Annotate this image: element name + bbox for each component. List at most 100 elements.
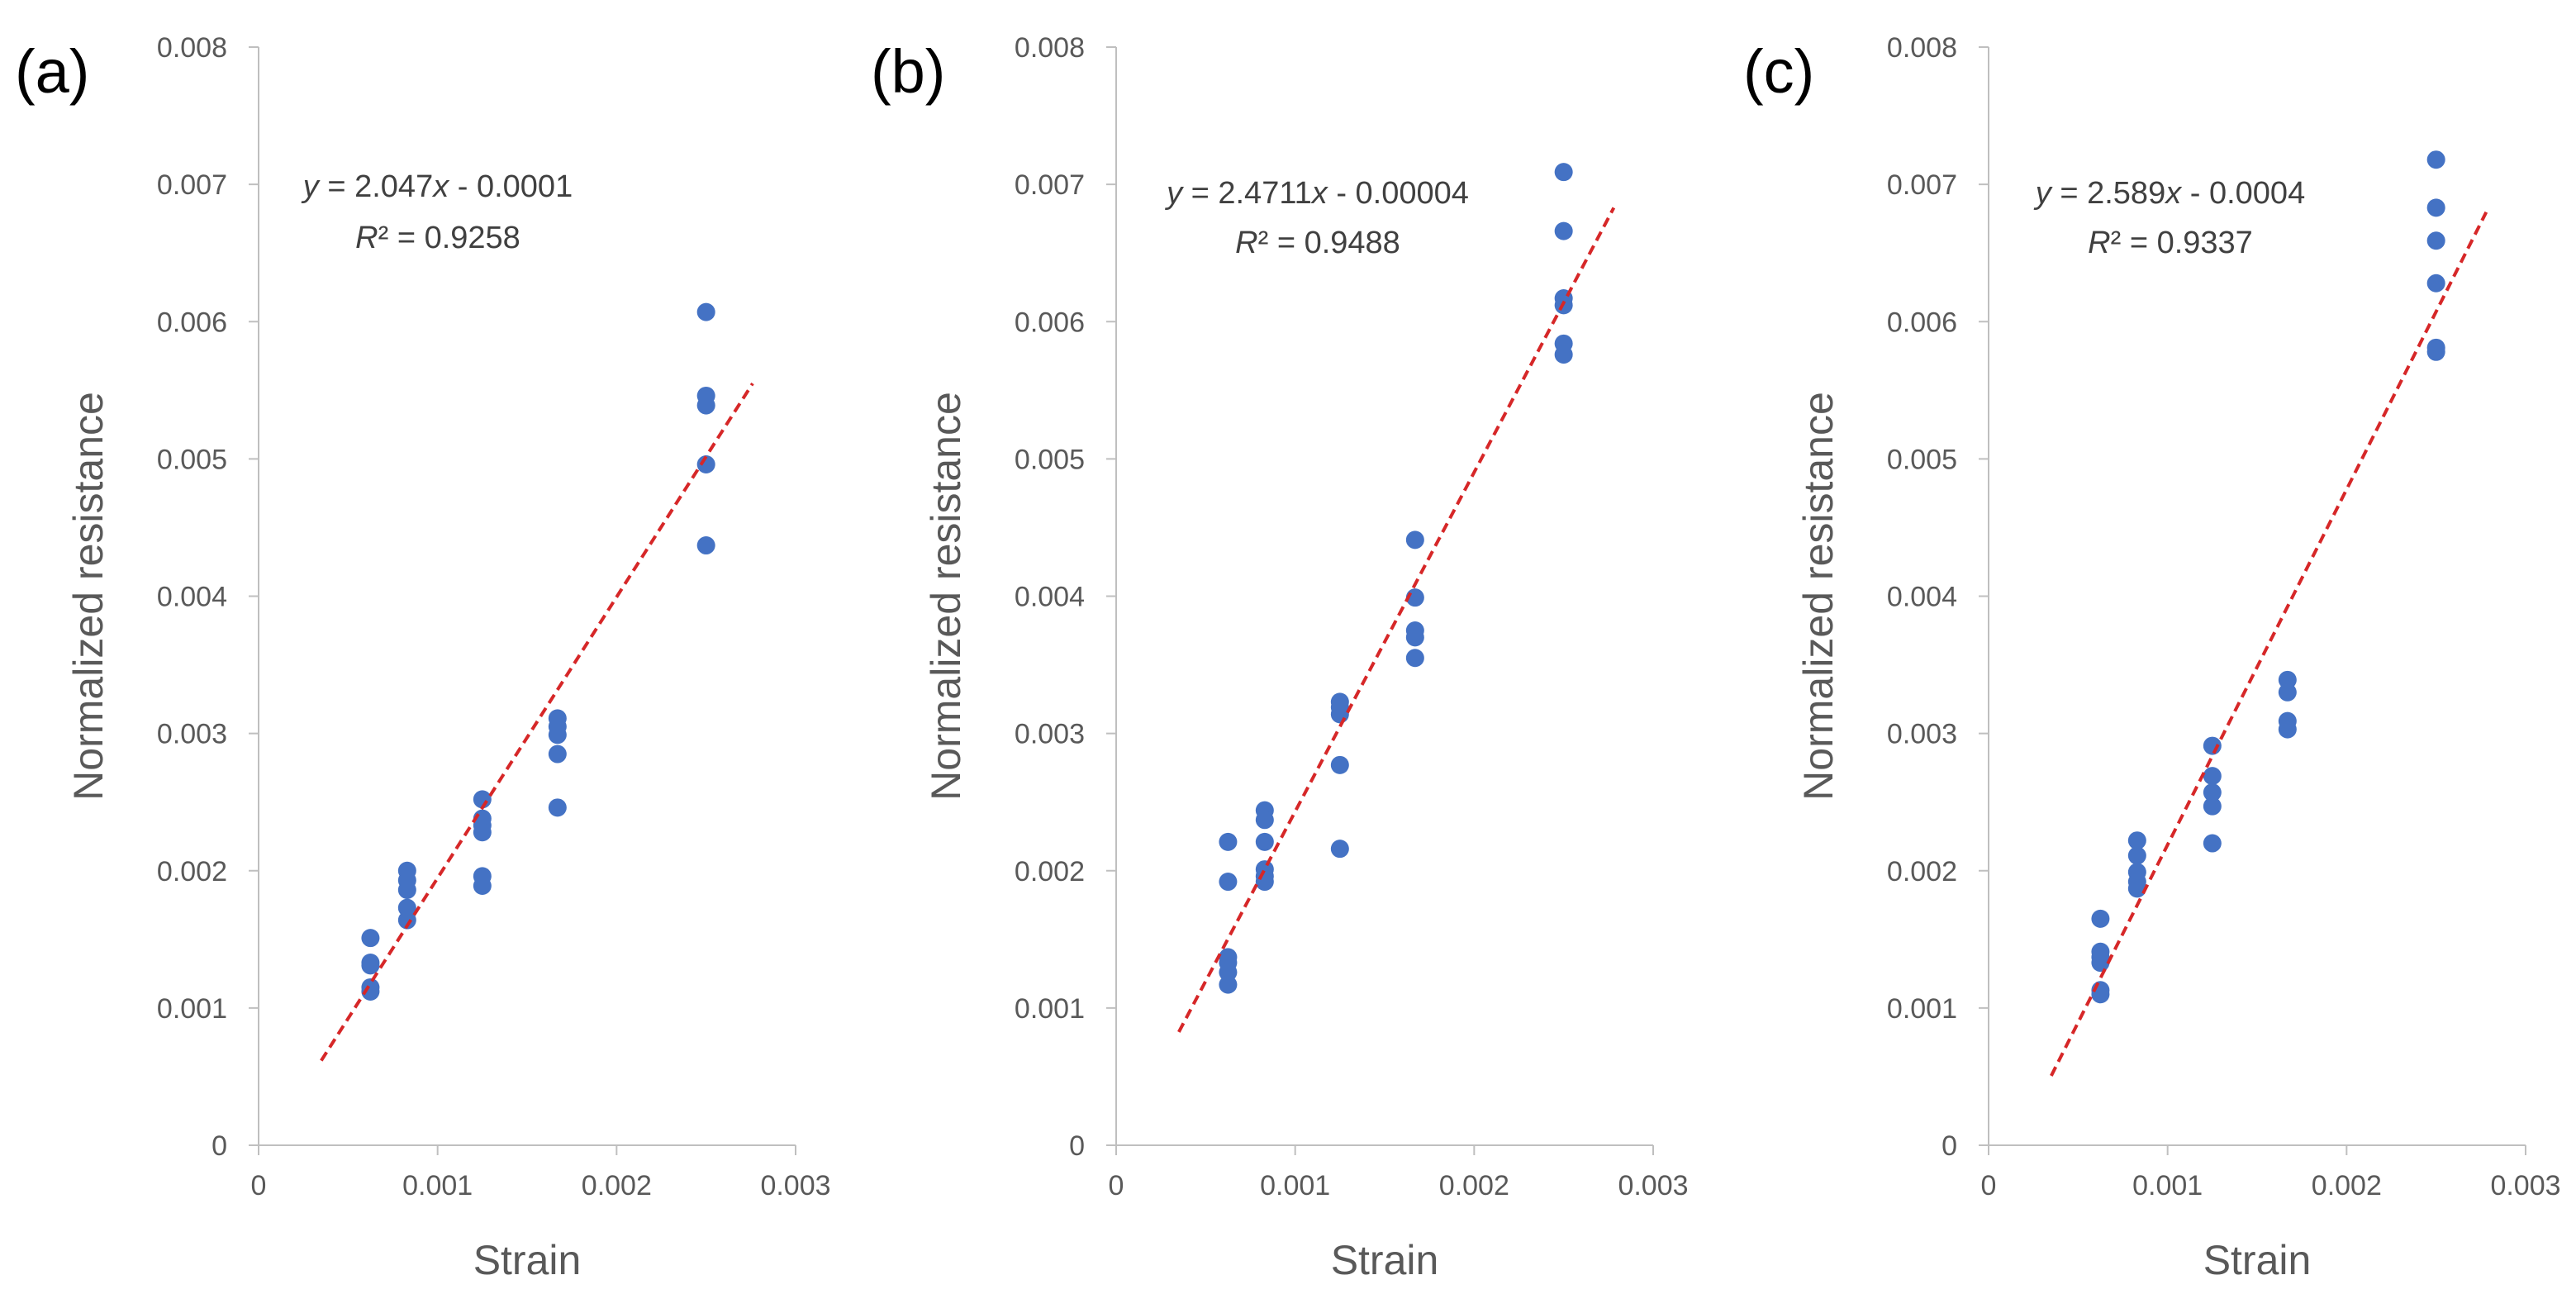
chart1-panel-label: (b): [871, 37, 945, 106]
chart2-data-point: [2127, 831, 2146, 850]
chart0-y-tick-label: 0.006: [157, 307, 227, 338]
chart1: 0 0.001 0.002 0.003 0.004 0.005 0.006 0.007 0.00…: [871, 32, 1689, 1283]
chart0-data-point: [397, 911, 416, 930]
chart1-data-point: [1255, 832, 1274, 851]
chart0-x-tick-label: 0.001: [402, 1170, 473, 1201]
chart0-y-tick-label: 0.008: [157, 32, 227, 64]
chart0-data-point: [473, 790, 492, 809]
chart0-x-tick-label: 0.003: [760, 1170, 830, 1201]
chart0-y-tick-label: 0.005: [157, 444, 227, 475]
chart2-data-point: [2426, 231, 2445, 250]
chart1-y-tick-label: 0.005: [1015, 444, 1085, 475]
chart2-y-tick-label: 0.003: [1887, 719, 1957, 750]
chart2-r-squared: R² = 0.9337: [2088, 226, 2253, 260]
chart1-data-point: [1554, 221, 1573, 240]
chart2-data-point: [2091, 909, 2110, 928]
chart2-x-tick-label: 0.002: [2312, 1170, 2382, 1201]
chart2-data-point: [2091, 954, 2110, 973]
chart0-trendline-equation: y = 2.047x - 0.0001: [301, 169, 573, 204]
chart0-data-point: [548, 798, 567, 817]
chart2-data-point: [2203, 834, 2222, 853]
chart2-trendline: [2050, 211, 2488, 1077]
chart2-y-tick-label: 0.004: [1887, 582, 1957, 613]
chart1-y-tick-label: 0: [1069, 1130, 1085, 1162]
chart1-y-tick-label: 0.003: [1015, 719, 1085, 750]
chart0-y-tick-label: 0.004: [157, 582, 227, 613]
chart2-data-point: [2426, 274, 2445, 293]
chart0-y-tick-label: 0.002: [157, 856, 227, 887]
chart2-y-tick-label: 0.007: [1887, 169, 1957, 201]
chart1-data-point: [1330, 755, 1349, 774]
chart0-y-tick-label: 0: [211, 1130, 227, 1162]
chart0-data-point: [696, 536, 715, 555]
chart2: 0 0.001 0.002 0.003 0.004 0.005 0.006 0.007 0.00…: [1743, 32, 2561, 1283]
chart1-y-tick-label: 0.008: [1015, 32, 1085, 64]
chart1-data-point: [1554, 163, 1573, 182]
chart1-data-point: [1554, 345, 1573, 364]
chart0-x-tick-label: 0: [251, 1170, 267, 1201]
chart2-y-tick-label: 0.002: [1887, 856, 1957, 887]
chart1-x-tick-label: 0: [1109, 1170, 1124, 1201]
chart2-data-point: [2127, 879, 2146, 898]
chart0-y-tick-label: 0.001: [157, 993, 227, 1025]
chart1-data-point: [1255, 873, 1274, 892]
chart0-data-point: [361, 929, 380, 948]
chart1-data-point: [1255, 811, 1274, 830]
chart2-data-point: [2127, 846, 2146, 865]
chart1-data-point: [1405, 628, 1424, 647]
chart0-data-point: [361, 982, 380, 1001]
chart2-data-point: [2203, 767, 2222, 786]
chart2-data-point: [2278, 683, 2297, 702]
chart2-y-tick-label: 0: [1942, 1130, 1957, 1162]
chart2-data-point: [2203, 797, 2222, 816]
chart0-data-point: [397, 881, 416, 900]
chart0-panel-label: (a): [15, 37, 89, 106]
chart2-trendline-equation: y = 2.589x - 0.0004: [2033, 176, 2305, 211]
chart2-data-point: [2203, 783, 2222, 802]
chart1-data-point: [1219, 832, 1238, 851]
chart2-y-axis-title: Normalized resistance: [1795, 392, 1842, 801]
chart0-data-point: [473, 823, 492, 842]
chart1-x-axis-title: Strain: [1331, 1237, 1439, 1283]
chart1-y-tick-label: 0.004: [1015, 582, 1085, 613]
chart1-y-tick-label: 0.006: [1015, 307, 1085, 338]
chart0-data-point: [473, 877, 492, 896]
chart0-data-point: [696, 396, 715, 415]
chart0-y-tick-label: 0.003: [157, 719, 227, 750]
chart1-x-tick-label: 0.003: [1618, 1170, 1688, 1201]
chart1-y-tick-label: 0.001: [1015, 993, 1085, 1025]
chart2-y-tick-label: 0.005: [1887, 444, 1957, 475]
chart1-data-point: [1330, 705, 1349, 724]
chart1-trendline-equation: y = 2.4711x - 0.00004: [1164, 176, 1469, 211]
chart0-r-squared: R² = 0.9258: [355, 221, 520, 255]
chart0-data-point: [361, 956, 380, 975]
chart2-y-tick-label: 0.008: [1887, 32, 1957, 64]
chart2-data-point: [2426, 198, 2445, 217]
chart2-y-tick-label: 0.006: [1887, 307, 1957, 338]
chart2-data-point: [2278, 720, 2297, 739]
chart0-trendline: [320, 382, 754, 1062]
chart0-y-axis-title: Normalized resistance: [65, 392, 112, 801]
chart0-data-point: [548, 725, 567, 745]
chart1-data-point: [1405, 649, 1424, 668]
chart2-data-point: [2426, 342, 2445, 361]
chart1-data-point: [1219, 873, 1238, 892]
chart2-data-point: [2426, 150, 2445, 169]
chart1-data-point: [1330, 840, 1349, 859]
chart1-y-axis-title: Normalized resistance: [923, 392, 969, 801]
chart2-x-tick-label: 0.003: [2490, 1170, 2560, 1201]
chart0: 0 0.001 0.002 0.003 0.004 0.005 0.006 0.007 0.00…: [15, 32, 831, 1283]
chart0-data-point: [696, 302, 715, 321]
chart0-data-point: [696, 455, 715, 474]
chart0-x-tick-label: 0.002: [582, 1170, 652, 1201]
chart1-r-squared: R² = 0.9488: [1235, 226, 1400, 260]
chart1-trendline: [1177, 207, 1616, 1033]
chart1-x-tick-label: 0.001: [1260, 1170, 1330, 1201]
chart2-x-axis-title: Strain: [2203, 1237, 2312, 1283]
chart1-y-tick-label: 0.002: [1015, 856, 1085, 887]
chart0-data-point: [548, 745, 567, 764]
chart2-x-tick-label: 0: [1981, 1170, 1997, 1201]
chart2-panel-label: (c): [1743, 37, 1814, 106]
chart1-y-tick-label: 0.007: [1015, 169, 1085, 201]
